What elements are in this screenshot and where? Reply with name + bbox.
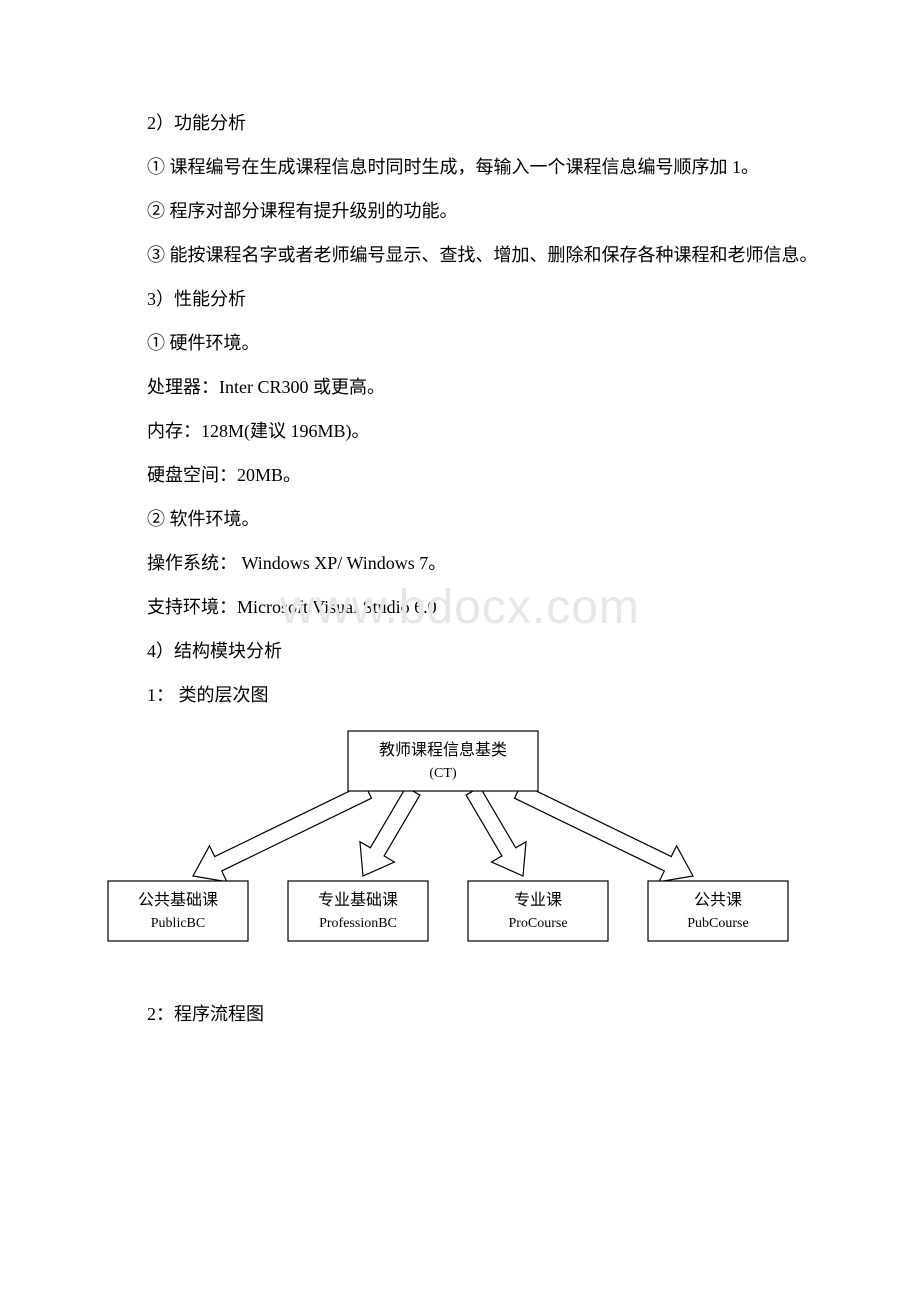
para-13: 4）结构模块分析	[93, 638, 827, 665]
para-10: ② 软件环境。	[93, 506, 827, 533]
para-9: 硬盘空间：20MB。	[93, 462, 827, 489]
para-3: ② 程序对部分课程有提升级别的功能。	[93, 198, 827, 225]
para-7: 处理器：Inter CR300 或更高。	[93, 374, 827, 401]
svg-text:专业基础课: 专业基础课	[318, 891, 398, 909]
para-4: ③ 能按课程名字或者老师编号显示、查找、增加、删除和保存各种课程和老师信息。	[93, 242, 827, 269]
para-1: 2）功能分析	[93, 110, 827, 137]
para-14: 1： 类的层次图	[93, 682, 827, 709]
para-12: 支持环境：Microsoft Visual Studio 6.0	[93, 594, 827, 621]
svg-text:教师课程信息基类: 教师课程信息基类	[379, 741, 507, 759]
diagram-svg: 教师课程信息基类 (CT) 公共基础课 PublicBC 专业基础课 Profession…	[93, 726, 827, 971]
class-hierarchy-diagram: 教师课程信息基类 (CT) 公共基础课 PublicBC 专业基础课 Profession…	[93, 726, 827, 971]
svg-text:PublicBC: PublicBC	[151, 916, 205, 931]
para-8: 内存：128M(建议 196MB)。	[93, 418, 827, 445]
para-6: ① 硬件环境。	[93, 330, 827, 357]
para-15: 2：程序流程图	[93, 1001, 827, 1028]
svg-text:公共课: 公共课	[694, 891, 742, 909]
para-2: ① 课程编号在生成课程信息时同时生成，每输入一个课程信息编号顺序加 1。	[93, 154, 827, 181]
svg-text:ProfessionBC: ProfessionBC	[319, 916, 397, 931]
svg-text:PubCourse: PubCourse	[687, 916, 748, 931]
svg-text:专业课: 专业课	[514, 891, 562, 909]
svg-text:ProCourse: ProCourse	[508, 916, 567, 931]
document-content: 2）功能分析 ① 课程编号在生成课程信息时同时生成，每输入一个课程信息编号顺序加…	[0, 0, 920, 1028]
para-5: 3）性能分析	[93, 286, 827, 313]
svg-text:公共基础课: 公共基础课	[138, 891, 218, 909]
para-11: 操作系统： Windows XP/ Windows 7。	[93, 550, 827, 577]
svg-text:(CT): (CT)	[429, 766, 457, 781]
